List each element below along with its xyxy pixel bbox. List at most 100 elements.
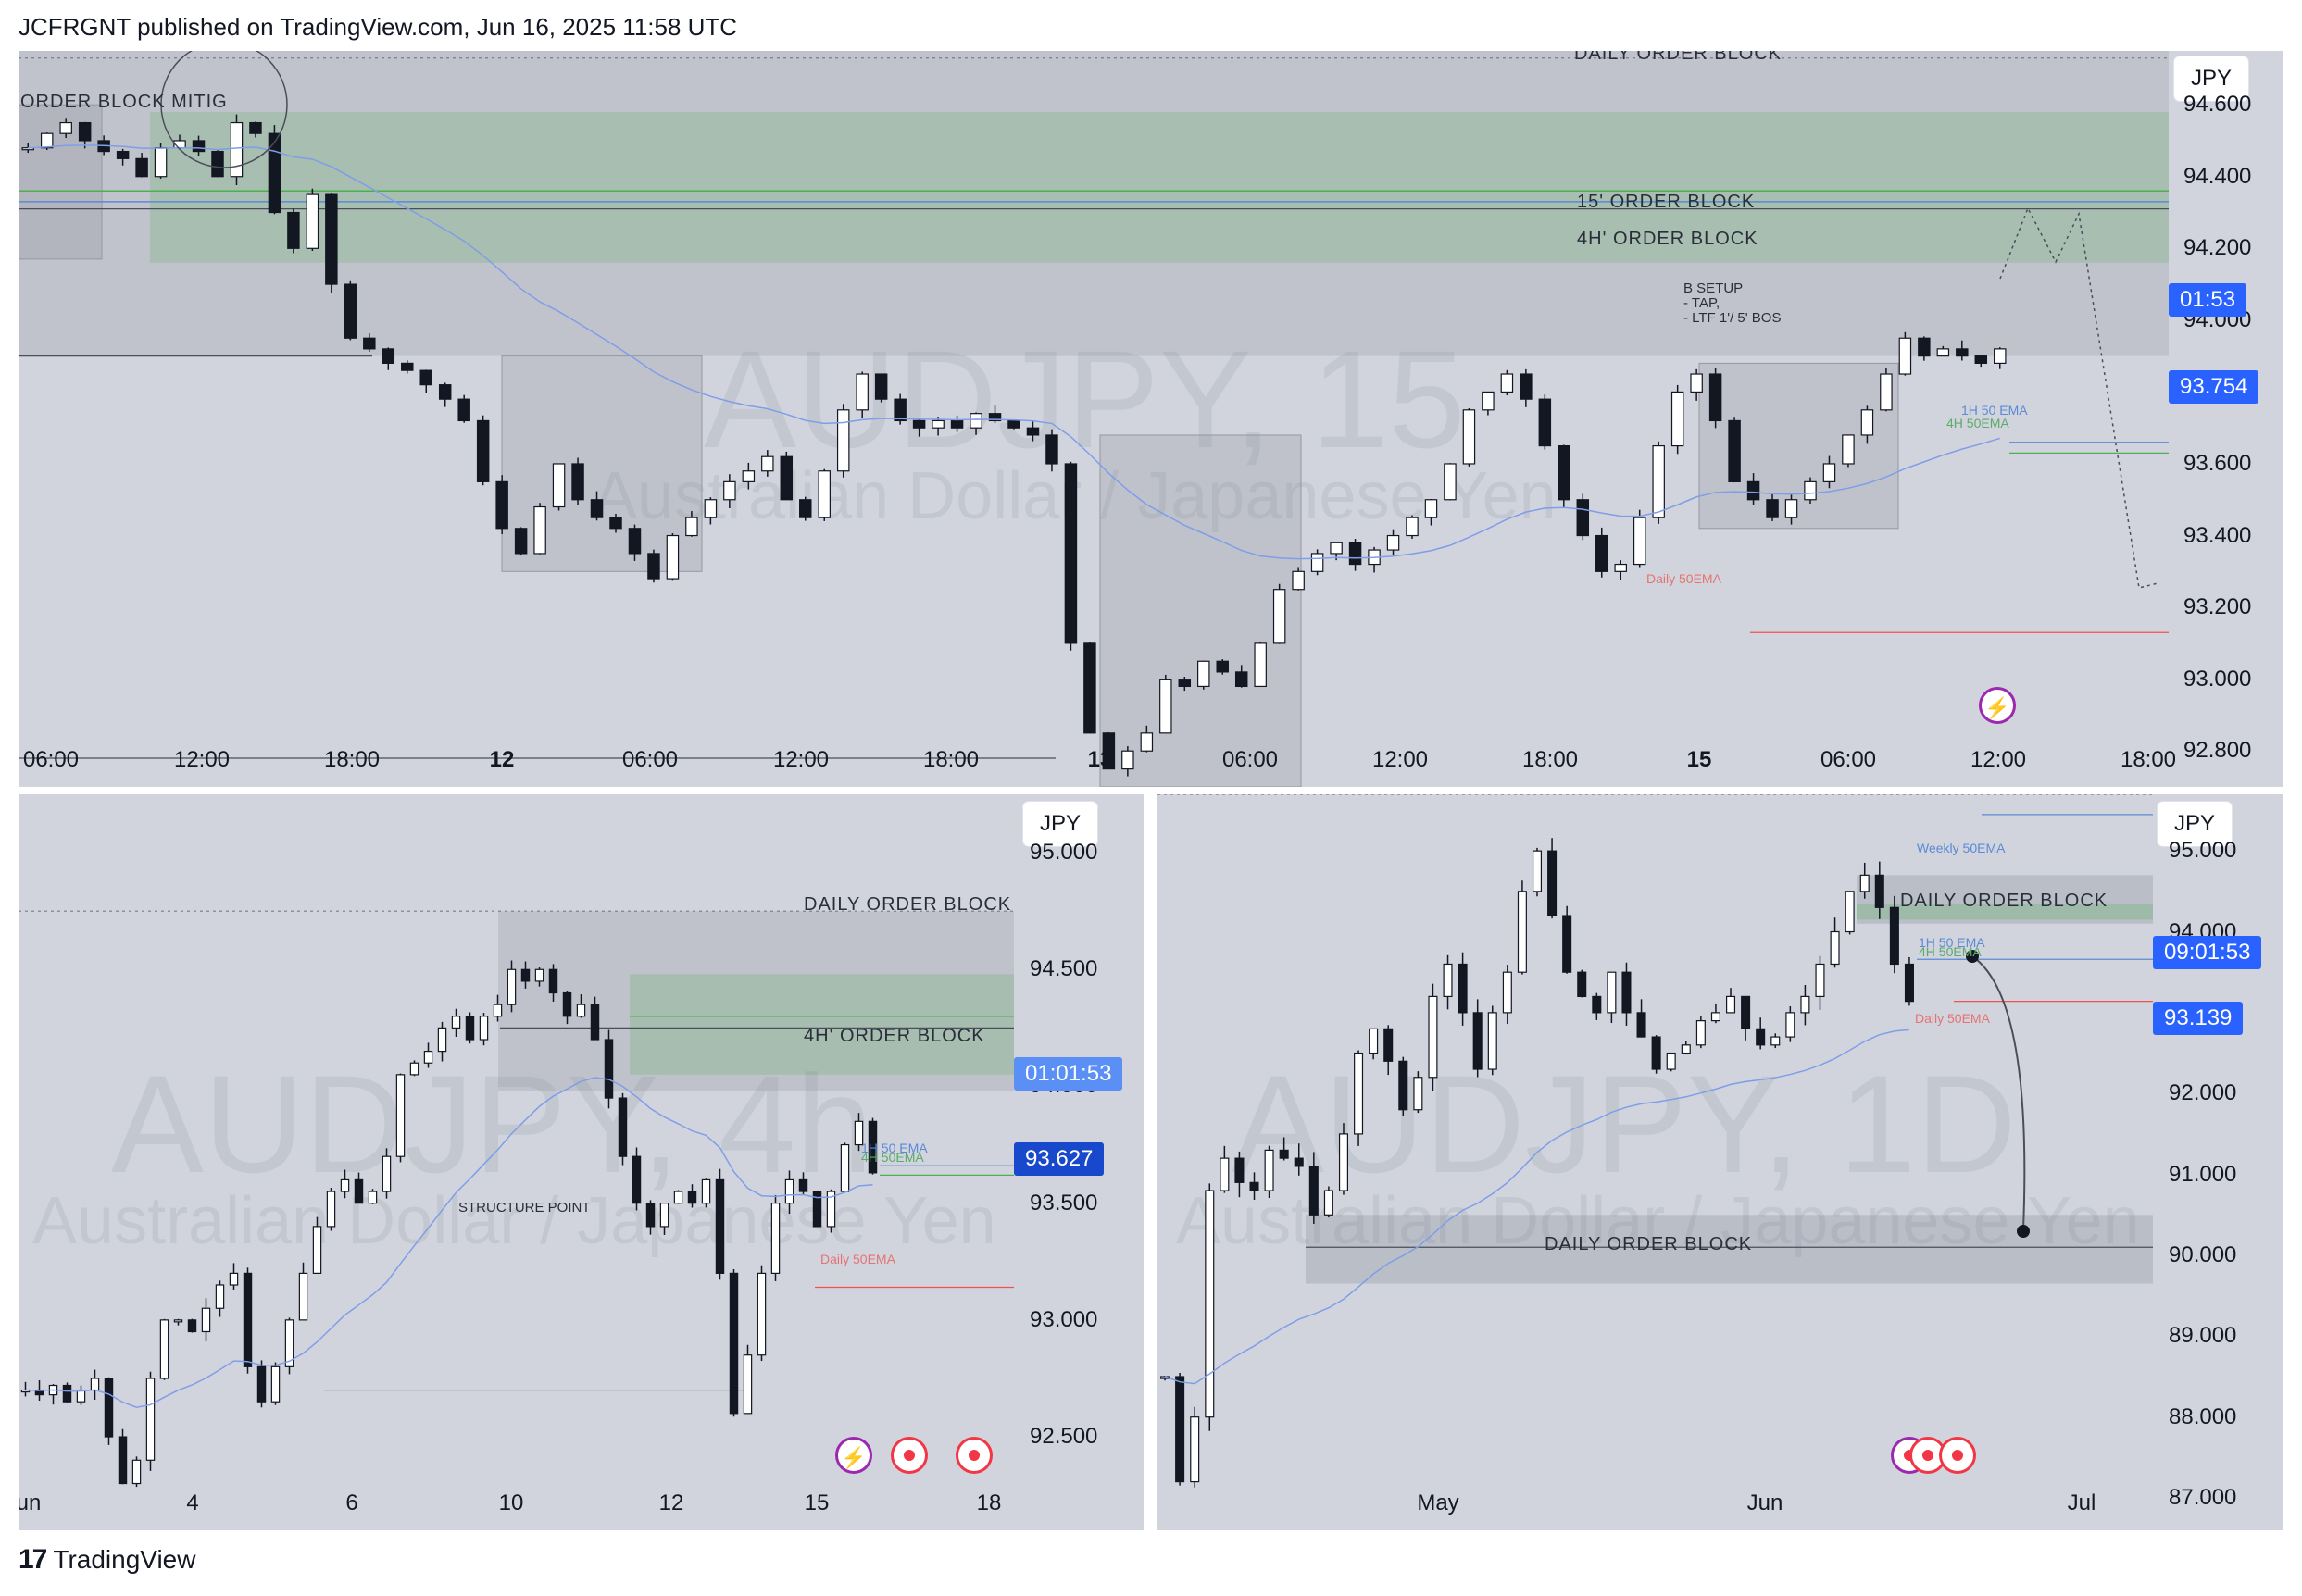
brand-name: TradingView: [53, 1545, 196, 1574]
record-icon[interactable]: [891, 1437, 928, 1474]
candle-up: [1159, 679, 1172, 734]
candle-up: [1822, 463, 1836, 482]
candle-up: [1725, 995, 1736, 1014]
candle-up: [154, 147, 168, 178]
candle-up: [1338, 1133, 1349, 1191]
time-tick: 06:00: [22, 747, 80, 772]
candle-down: [950, 419, 964, 429]
candle-down: [476, 419, 490, 482]
candle-down: [812, 1191, 822, 1228]
candle-down: [520, 968, 531, 982]
price-tick: 94.500: [1030, 956, 1098, 982]
record-icon[interactable]: [1939, 1437, 1976, 1474]
candle-down: [868, 1120, 878, 1174]
candle-up: [131, 1459, 142, 1485]
chart-area-4h[interactable]: [19, 794, 1144, 1530]
candle-down: [1636, 1012, 1646, 1038]
candle-down: [1741, 995, 1751, 1029]
candle-down: [1520, 373, 1533, 400]
candle-down: [382, 348, 395, 364]
candle-up: [757, 1272, 767, 1356]
candle-down: [1889, 906, 1899, 966]
candle-up: [1815, 963, 1825, 998]
candle-up: [173, 1319, 183, 1323]
candle-down: [1576, 499, 1590, 537]
candle-down: [548, 968, 558, 994]
chart-panel-4h[interactable]: AUDJPY, 4h Australian Dollar / Japanese …: [19, 794, 1144, 1530]
candle-down: [78, 121, 92, 142]
label-4h-ema: 4H 50EMA: [861, 1150, 924, 1165]
chart-panel-15m[interactable]: AUDJPY, 15 Australian Dollar / Japanese …: [19, 51, 2283, 787]
candle-down: [645, 1203, 656, 1228]
candle-up: [306, 193, 319, 249]
label-1h-ema: 1H 50 EMA: [1961, 403, 2028, 418]
candle-down: [354, 1178, 364, 1204]
candle-down: [438, 384, 452, 400]
time-tick: 12: [658, 1490, 684, 1515]
label-4h-ema: 4H 50EMA: [1946, 416, 2009, 430]
candle-down: [1216, 660, 1229, 673]
chart-area-1d[interactable]: [1157, 794, 2283, 1530]
price-tick: 93.000: [2183, 666, 2252, 692]
candle-down: [1766, 499, 1779, 518]
projection-path: [1999, 206, 2158, 589]
candle-up: [533, 505, 546, 555]
countdown-tag: 01:53: [2169, 283, 2247, 317]
time-tick: 18:00: [2120, 747, 2177, 772]
tradingview-logo-icon: 17: [19, 1544, 47, 1575]
label-daily-ema: Daily 50EMA: [1915, 1011, 1990, 1026]
candle-up: [1804, 480, 1817, 501]
candle-down: [256, 1365, 267, 1403]
chart-panel-1d[interactable]: AUDJPY, 1D Australian Dollar / Japanese …: [1157, 794, 2283, 1530]
candle-up: [659, 1203, 669, 1228]
label-daily-ema: Daily 50EMA: [1646, 571, 1721, 586]
currency-badge[interactable]: JPY: [2158, 802, 2233, 846]
time-tick: 6: [345, 1490, 358, 1515]
time-tick: 12:00: [1970, 747, 2027, 772]
candle-up: [1413, 1077, 1423, 1111]
candle-up: [298, 1272, 308, 1321]
candle-up: [340, 1178, 350, 1192]
candle-down: [1746, 480, 1760, 501]
last-price-tag: 93.139: [2153, 1002, 2244, 1035]
label-setup-3: - LTF 1'/ 5' BOS: [1683, 310, 1782, 326]
order-block-4h-zone: [150, 111, 2169, 263]
candle-down: [104, 1378, 114, 1438]
candle-down: [715, 1178, 725, 1274]
candle-down: [1026, 427, 1040, 436]
price-tick: 88.000: [2169, 1403, 2237, 1429]
candle-down: [1308, 1166, 1319, 1216]
ema-line: [1164, 1029, 1910, 1385]
arrow-end-dot: [2017, 1225, 2030, 1238]
chart-area-15m[interactable]: [19, 51, 2283, 787]
candle-up: [1443, 963, 1453, 998]
candle-up: [215, 1284, 225, 1309]
candle-up: [1633, 517, 1646, 566]
candle-up: [1444, 463, 1457, 501]
label-daily-ob: DAILY ORDER BLOCK: [1574, 51, 1783, 64]
currency-badge[interactable]: JPY: [1023, 802, 1098, 846]
candle-down: [249, 121, 262, 134]
candle-up: [451, 1016, 461, 1029]
range-box: [1099, 434, 1302, 787]
candle-up: [1695, 1020, 1706, 1046]
candle-down: [401, 362, 414, 371]
currency-badge[interactable]: JPY: [2174, 56, 2249, 101]
candle-up: [534, 968, 544, 982]
lightning-icon[interactable]: ⚡: [835, 1437, 872, 1474]
candle-up: [145, 1378, 156, 1461]
price-tick: 93.600: [2183, 450, 2252, 476]
candle-up: [59, 121, 72, 134]
time-tick: 12: [489, 747, 515, 772]
candle-down: [609, 517, 622, 530]
candle-up: [1386, 534, 1400, 551]
record-icon[interactable]: [956, 1437, 993, 1474]
label-ob-15: 15' ORDER BLOCK: [1577, 192, 1756, 212]
lightning-icon[interactable]: ⚡: [1979, 687, 2016, 724]
candle-up: [1785, 1012, 1795, 1038]
candle-down: [187, 1319, 197, 1333]
label-ob-4h: 4H' ORDER BLOCK: [804, 1026, 985, 1046]
candle-down: [1708, 373, 1722, 422]
footer-brand: 17 TradingView: [19, 1544, 195, 1576]
candle-up: [1190, 1416, 1200, 1483]
